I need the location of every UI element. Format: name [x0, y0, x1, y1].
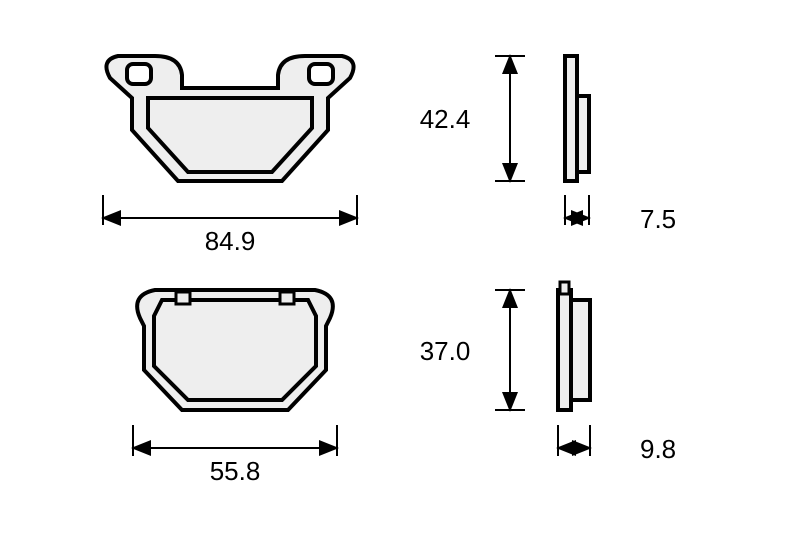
- pad2-side-notch: [560, 282, 569, 294]
- pad2-height-dimension: 37.0: [420, 290, 525, 410]
- pad1-height-label: 42.4: [420, 104, 471, 134]
- pad2-side-friction: [571, 300, 590, 400]
- pad2-width-dimension: 55.8: [133, 425, 337, 486]
- pad2-tab-left: [176, 292, 190, 304]
- pad2-thickness-label: 9.8: [640, 434, 676, 464]
- pad1-width-label: 84.9: [205, 226, 256, 256]
- brake-pad-diagram: 84.9 42.4 7.5 55.8: [0, 0, 800, 533]
- pad2-height-label: 37.0: [420, 336, 471, 366]
- pad1-hole-left: [127, 64, 151, 84]
- pad2-friction-material: [154, 300, 316, 400]
- pad1-face-view: [106, 56, 353, 181]
- pad2-thickness-dimension: 9.8: [558, 425, 676, 464]
- pad1-thickness-label: 7.5: [640, 204, 676, 234]
- pad1-height-dimension: 42.4: [420, 56, 525, 181]
- pad1-width-dimension: 84.9: [103, 195, 357, 256]
- pad1-side-friction: [577, 96, 589, 172]
- pad2-face-view: [137, 290, 333, 410]
- pad2-side-view: [558, 282, 590, 410]
- diagram-svg: 84.9 42.4 7.5 55.8: [0, 0, 800, 533]
- pad2-tab-right: [280, 292, 294, 304]
- pad1-hole-right: [309, 64, 333, 84]
- pad1-side-view: [565, 56, 589, 181]
- pad2-width-label: 55.8: [210, 456, 261, 486]
- pad1-thickness-dimension: 7.5: [565, 195, 676, 234]
